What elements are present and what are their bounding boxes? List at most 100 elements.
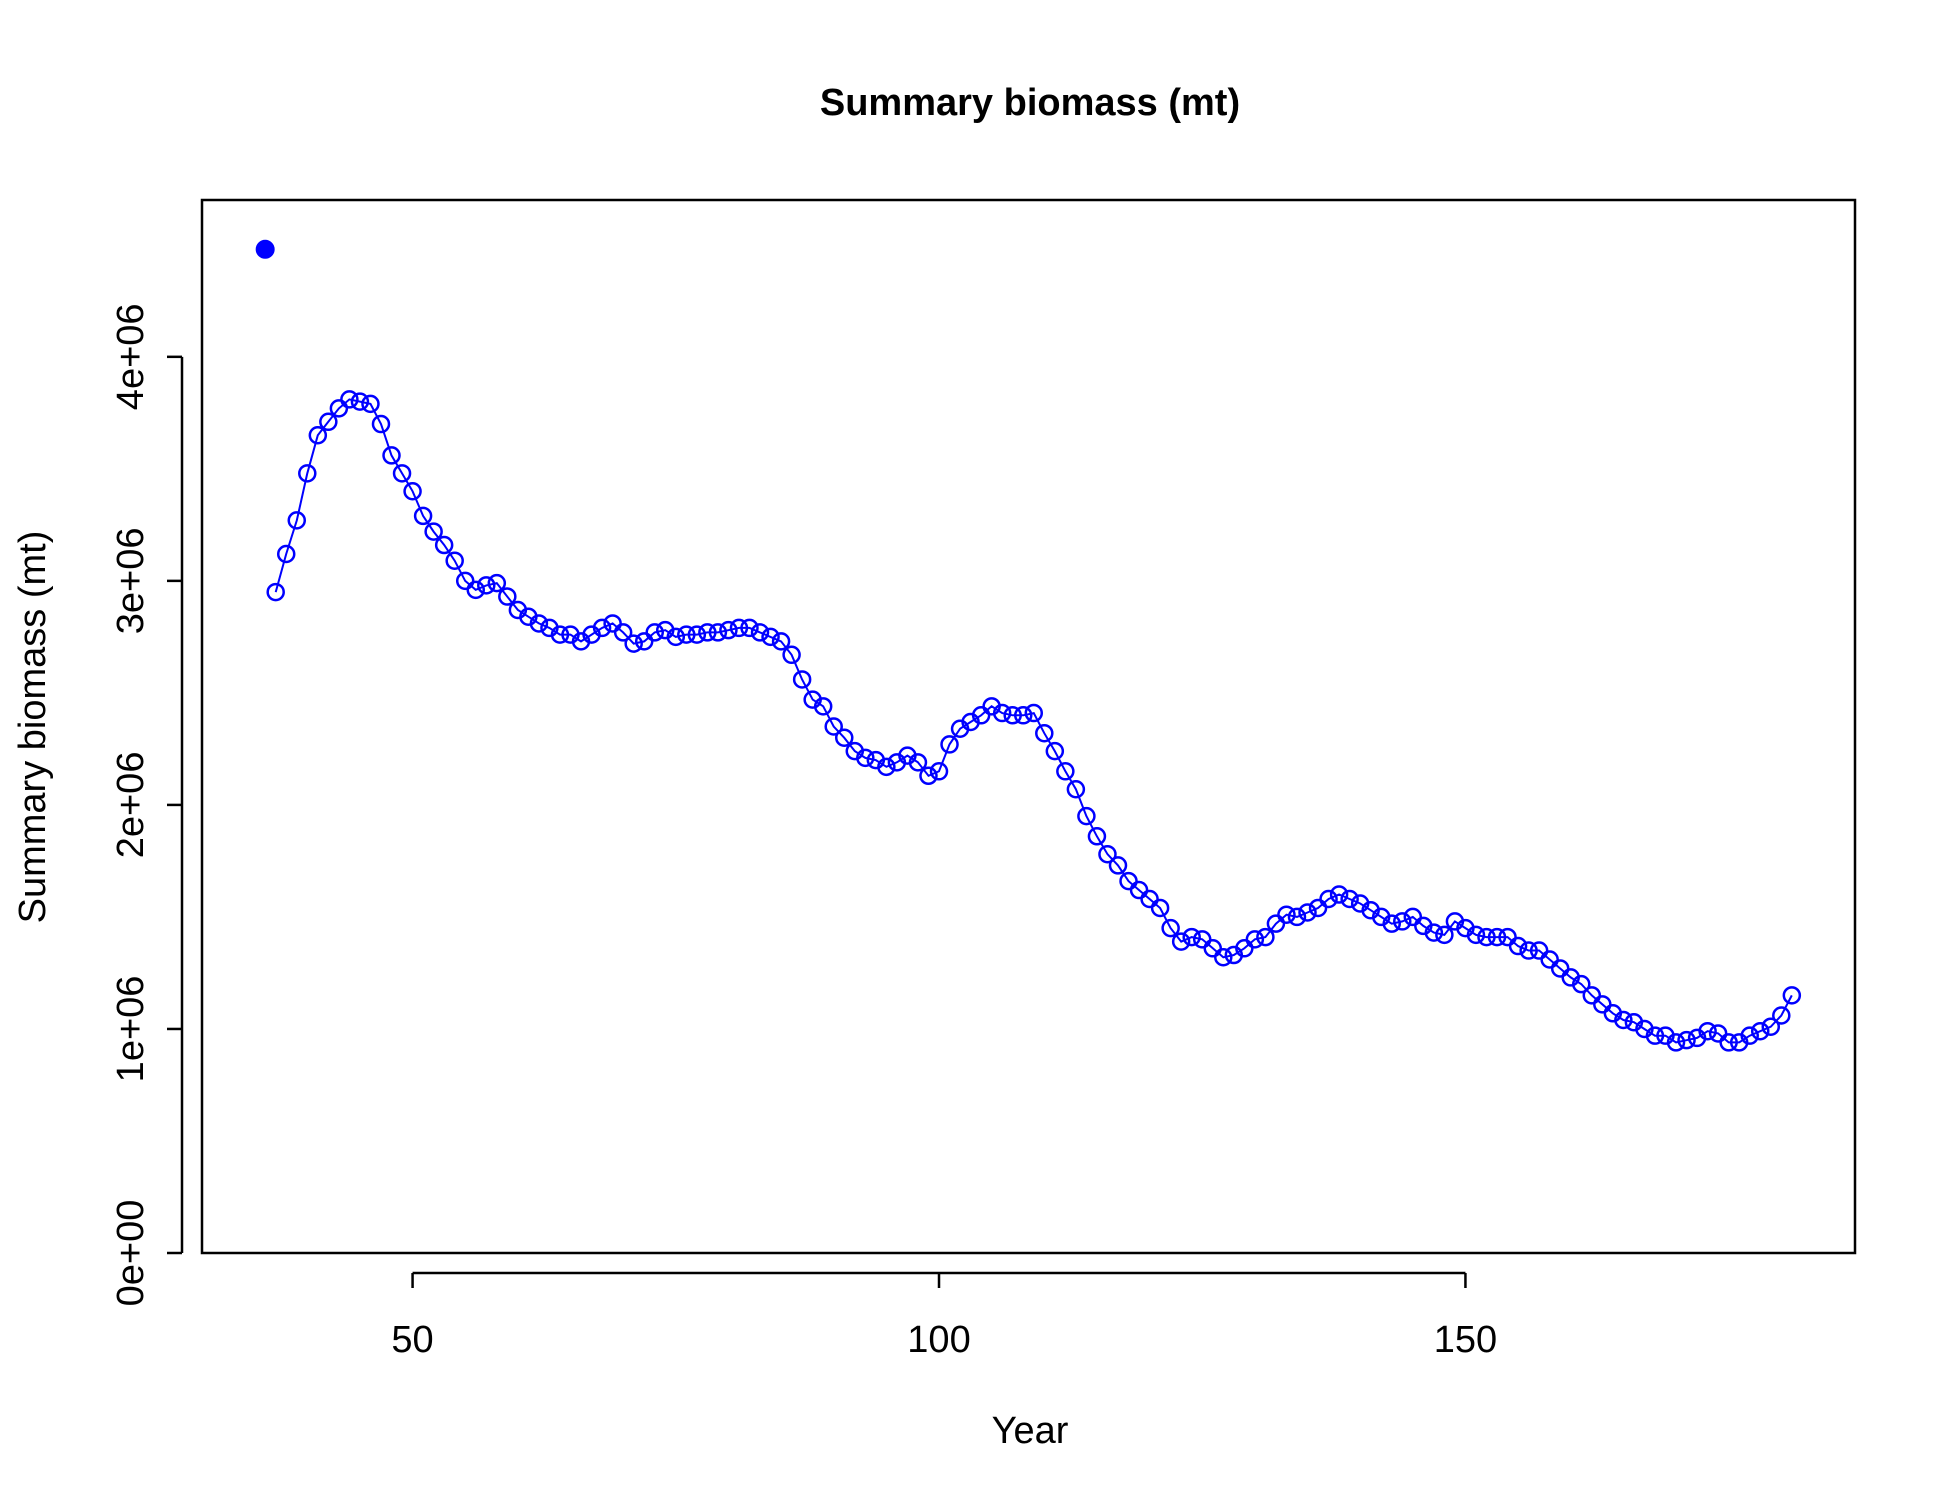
virgin-biomass-point: [255, 239, 275, 259]
data-point: [1319, 889, 1338, 909]
data-point: [1572, 974, 1591, 994]
data-point: [1277, 905, 1296, 924]
data-point: [856, 748, 875, 768]
data-point: [1003, 706, 1022, 725]
data-point: [1171, 932, 1191, 951]
data-point: [908, 753, 928, 772]
data-point: [266, 582, 285, 602]
data-point: [1498, 927, 1517, 947]
data-point: [1740, 1026, 1759, 1045]
data-point: [645, 623, 664, 642]
data-point: [929, 762, 949, 781]
data-point: [1477, 927, 1496, 947]
data-point: [677, 625, 696, 644]
data-point: [1214, 948, 1233, 967]
data-point: [287, 511, 307, 530]
data-point: [1466, 925, 1486, 945]
data-point: [666, 627, 686, 647]
data-point: [413, 506, 433, 526]
data-point: [1287, 907, 1307, 927]
data-point: [308, 425, 328, 445]
data-point: [1077, 806, 1096, 826]
data-point: [392, 464, 412, 483]
data-point: [487, 573, 507, 593]
data-point: [1203, 939, 1223, 958]
data-point: [613, 623, 633, 642]
data-point: [1256, 927, 1275, 947]
data-point: [529, 614, 549, 633]
x-tick-label: 100: [907, 1319, 970, 1361]
plot-frame: [200, 198, 1857, 1255]
data-point: [729, 618, 749, 638]
data-point: [350, 392, 370, 411]
data-point: [1182, 927, 1201, 947]
data-point: [1245, 930, 1265, 949]
y-tick-label: 3e+06: [110, 528, 152, 635]
data-point: [992, 703, 1012, 723]
data-point: [1403, 907, 1423, 927]
data-point: [445, 551, 464, 570]
data-point: [1340, 889, 1359, 909]
data-point: [403, 482, 422, 501]
data-point: [1056, 762, 1075, 781]
data-point: [1329, 885, 1349, 904]
data-point: [687, 625, 707, 644]
data-point: [1593, 995, 1612, 1014]
data-point: [1487, 927, 1507, 947]
data-point: [1761, 1017, 1781, 1036]
data-point: [824, 717, 843, 736]
x-tick-label: 150: [1434, 1319, 1497, 1361]
y-tick-label: 1e+06: [110, 976, 152, 1083]
data-point: [1161, 918, 1180, 938]
data-point: [1235, 939, 1254, 958]
y-axis: 0e+00 1e+06 2e+06 3e+06 4e+06: [110, 303, 184, 1307]
data-point: [1424, 923, 1444, 942]
data-point: [1393, 912, 1412, 931]
data-point: [1519, 941, 1538, 960]
data-point: [1719, 1033, 1738, 1052]
data-point: [382, 446, 401, 465]
data-point: [877, 757, 896, 777]
data-point: [592, 618, 612, 638]
x-axis-label: Year: [992, 1410, 1069, 1452]
data-point: [634, 632, 654, 651]
y-axis-label: Summary biomass (mt): [12, 531, 54, 924]
data-point: [624, 634, 643, 653]
data-point: [740, 618, 759, 638]
data-point: [603, 614, 622, 633]
data-point: [750, 623, 770, 642]
data-point: [319, 412, 338, 432]
data-point: [1782, 986, 1802, 1005]
data-point: [1308, 898, 1328, 918]
data-point: [1298, 903, 1317, 922]
data-point: [361, 394, 380, 414]
data-point: [1024, 703, 1044, 723]
data-point: [708, 623, 728, 642]
data-point: [1266, 914, 1286, 933]
data-point: [1108, 856, 1128, 875]
data-point: [1129, 880, 1149, 900]
data-point: [834, 728, 854, 747]
data-point: [719, 620, 738, 640]
data-point: [276, 544, 296, 564]
data-point: [340, 390, 359, 409]
data-point: [434, 535, 454, 555]
data-point: [1582, 986, 1602, 1005]
data-point: [971, 706, 991, 725]
data-point: [771, 632, 791, 651]
data-point: [1192, 930, 1212, 949]
data-point: [1645, 1026, 1665, 1045]
data-point: [1382, 914, 1401, 933]
data-point: [1772, 1006, 1791, 1025]
data-point: [813, 697, 833, 716]
y-tick-label: 0e+00: [110, 1200, 152, 1307]
y-tick-label: 4e+06: [110, 303, 152, 410]
series-line: [274, 398, 1793, 1044]
data-point: [1614, 1010, 1633, 1030]
x-axis: 50 100 150: [391, 1271, 1497, 1361]
data-point: [1708, 1024, 1728, 1043]
data-point: [919, 766, 938, 786]
data-point: [1013, 706, 1033, 725]
data-point: [455, 571, 475, 591]
